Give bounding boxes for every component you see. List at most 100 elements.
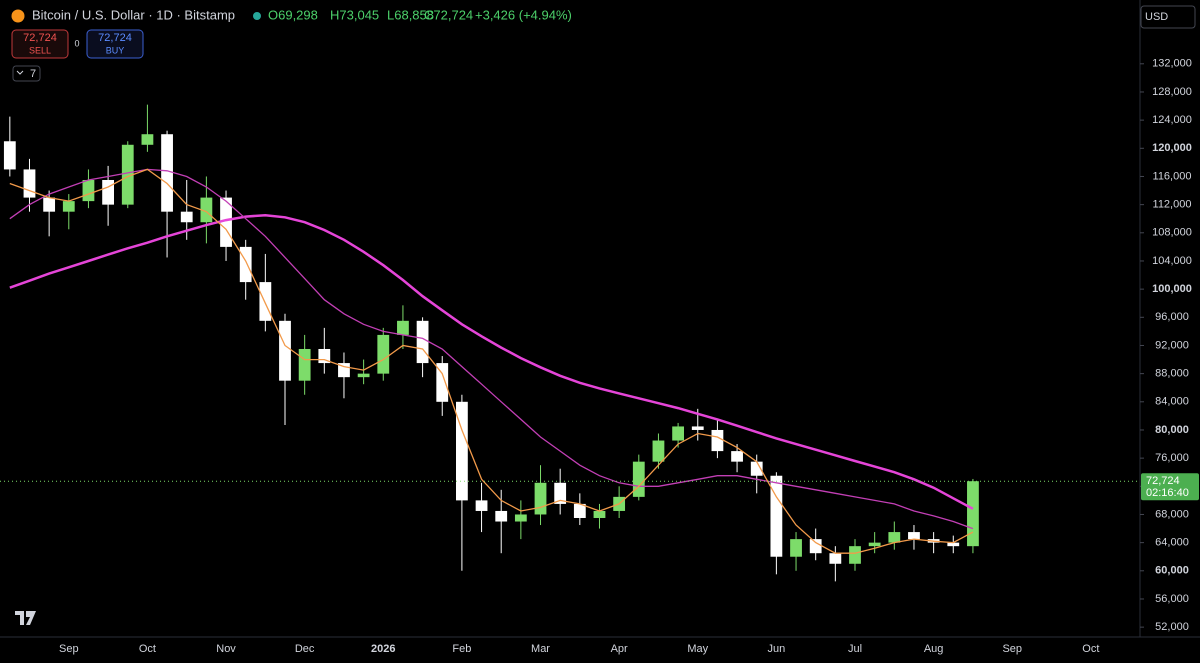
candle-body (141, 134, 154, 145)
candle-body (809, 539, 822, 554)
x-tick-label: Mar (531, 643, 550, 655)
y-tick-label: 88,000 (1155, 368, 1189, 380)
y-tick-label: 116,000 (1153, 170, 1192, 182)
x-tick-label: Oct (139, 643, 156, 655)
buy-price[interactable]: 72,724 (98, 32, 132, 44)
y-tick-label: 128,000 (1152, 86, 1192, 98)
sell-label[interactable]: SELL (29, 45, 51, 55)
candle-body (868, 542, 881, 547)
candle-body (259, 282, 272, 321)
market-status (253, 12, 261, 20)
candle-body (554, 482, 567, 504)
candle-body (495, 510, 508, 522)
ohlc-close: C72,724 (424, 7, 473, 22)
countdown: 02:16:40 (1146, 487, 1189, 499)
candle-body (888, 532, 901, 543)
candle-body (23, 169, 36, 198)
candle-body (829, 553, 842, 564)
logo (15, 611, 36, 625)
coin-icon (11, 9, 25, 23)
x-tick-label: May (687, 643, 708, 655)
candle-body (436, 363, 449, 402)
candle-body (102, 179, 114, 205)
last-price-label: 72,724 (1146, 475, 1180, 487)
x-tick-label: Sep (1002, 643, 1022, 655)
candle-body (220, 197, 232, 247)
y-tick-label: 112,000 (1153, 199, 1192, 211)
x-tick-label: Jun (768, 643, 786, 655)
x-tick-label: Jul (848, 643, 862, 655)
currency[interactable]: USD (1145, 11, 1168, 23)
y-tick-label: 68,000 (1155, 508, 1189, 520)
spread: 0 (74, 38, 79, 48)
candle-body (416, 320, 429, 364)
candle-body (711, 429, 724, 452)
candle-body (750, 461, 763, 476)
candle-body (239, 246, 252, 283)
buy-button[interactable] (86, 29, 144, 59)
last-price-box (1141, 473, 1199, 501)
candle-body (731, 451, 743, 462)
ohlc-open: O69,298 (268, 7, 318, 22)
y-tick-label: 76,000 (1155, 452, 1189, 464)
x-tick-label: Sep (59, 643, 79, 655)
chevron (16, 70, 24, 75)
x-tick-label: 2026 (371, 643, 395, 655)
x-tick-label: Oct (1082, 643, 1099, 655)
candle-body (475, 500, 488, 511)
x-tick-label: Feb (452, 643, 471, 655)
candle-body (62, 201, 75, 212)
y-tick-label: 60,000 (1155, 565, 1189, 577)
ohlc-low: L68,858 (387, 7, 434, 22)
candle-body (947, 542, 960, 547)
y-tick-label: 96,000 (1155, 311, 1189, 323)
ohlc-high: H73,045 (330, 7, 379, 22)
moving-average-line (9, 168, 974, 554)
y-tick-label: 120,000 (1152, 142, 1192, 154)
candle-body (161, 134, 173, 212)
candle-body (397, 320, 409, 335)
candle-body (632, 461, 645, 497)
moving-average-line (9, 213, 974, 510)
candle-body (377, 334, 390, 374)
candle-body (967, 481, 979, 547)
candle-body (180, 211, 193, 223)
candle-body (770, 475, 783, 557)
candle-body (691, 426, 704, 430)
indicator-count[interactable]: 7 (30, 68, 36, 80)
x-tick-label: Dec (295, 643, 315, 655)
candle-body (338, 363, 350, 378)
sell-button[interactable] (11, 29, 69, 59)
currency-select[interactable] (1140, 5, 1196, 29)
buy-label[interactable]: BUY (106, 45, 125, 55)
candle-body (298, 348, 311, 381)
candle-body (82, 179, 95, 202)
y-tick-label: 84,000 (1155, 396, 1189, 408)
candle-body (318, 348, 331, 364)
y-tick-label: 108,000 (1152, 227, 1192, 239)
price-change: +3,426 (+4.94%) (475, 7, 572, 22)
candle-body (849, 546, 861, 564)
y-tick-label: 132,000 (1152, 58, 1192, 70)
candle-body (456, 401, 468, 501)
candle-body (43, 197, 56, 212)
symbol-title: Bitcoin / U.S. Dollar · 1D · Bitstamp (32, 7, 235, 22)
candle-body (514, 514, 527, 522)
candle-body (652, 440, 665, 462)
candle-body (573, 503, 586, 518)
y-tick-label: 104,000 (1152, 255, 1192, 267)
indicator-toggle[interactable] (12, 65, 41, 82)
y-tick-label: 56,000 (1155, 593, 1189, 605)
y-tick-label: 124,000 (1152, 114, 1192, 126)
y-tick-label: 52,000 (1155, 621, 1189, 633)
candle-body (593, 510, 606, 518)
candle-body (790, 539, 802, 557)
sell-price[interactable]: 72,724 (23, 32, 57, 44)
y-tick-label: 92,000 (1155, 339, 1189, 351)
candle-body (357, 373, 370, 378)
y-tick-label: 64,000 (1155, 537, 1189, 549)
candle-body (3, 141, 16, 170)
moving-average-line (9, 168, 974, 530)
y-tick-label: 100,000 (1152, 283, 1192, 295)
